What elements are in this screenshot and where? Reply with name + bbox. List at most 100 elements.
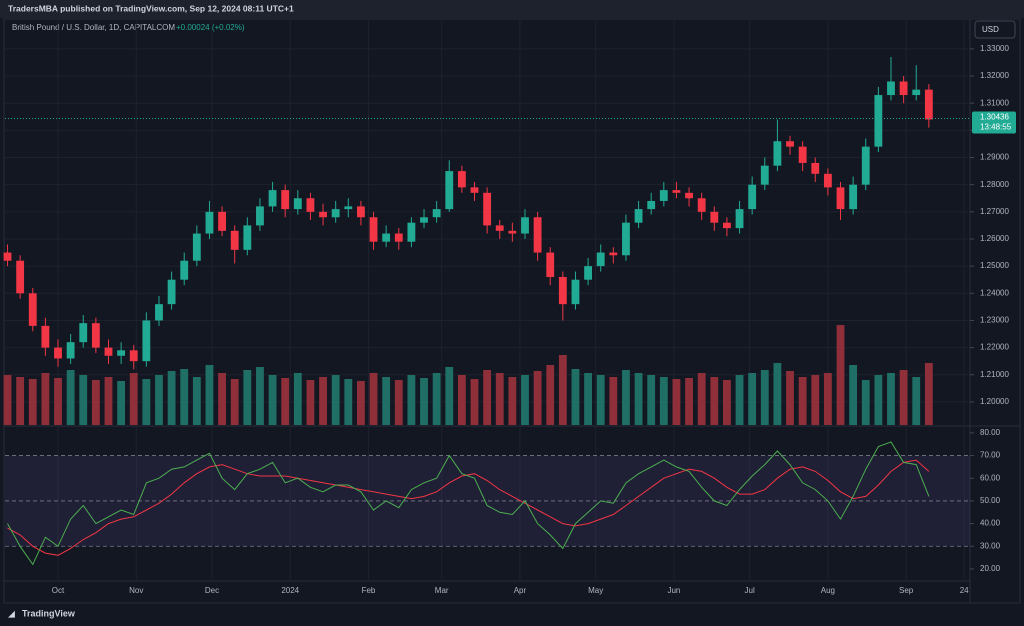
volume-bar xyxy=(887,373,895,425)
volume-bar xyxy=(924,363,933,425)
rsi-ma-line xyxy=(7,459,930,556)
candle-body xyxy=(899,81,908,96)
candle-body xyxy=(836,187,845,210)
y-tick-label: 1.23000 xyxy=(980,316,1009,325)
volume-bar xyxy=(218,373,226,425)
volume-bar xyxy=(293,373,302,425)
rsi-tick-label: 40.00 xyxy=(980,519,1001,528)
volume-bar xyxy=(533,371,542,425)
volume-bar xyxy=(155,375,163,425)
volume-bar xyxy=(445,367,454,425)
candle-body xyxy=(558,276,567,305)
volume-bar xyxy=(117,381,126,425)
candle-body xyxy=(117,350,126,356)
y-tick-label: 1.33000 xyxy=(980,44,1009,53)
volume-bar xyxy=(41,373,50,425)
volume-bar xyxy=(79,375,88,425)
volume-bar xyxy=(495,373,504,425)
volume-bar xyxy=(407,375,416,425)
volume-bar xyxy=(672,379,681,425)
volume-bar xyxy=(811,375,820,425)
volume-bar xyxy=(760,370,769,425)
candle-body xyxy=(546,252,555,277)
rsi-band xyxy=(5,455,970,547)
volume-bar xyxy=(230,379,239,425)
volume-bar xyxy=(685,378,693,425)
volume-bar xyxy=(571,369,580,425)
candle-body xyxy=(887,81,895,96)
candle-body xyxy=(369,217,378,242)
x-tick-label: Nov xyxy=(129,586,143,595)
y-tick-label: 1.31000 xyxy=(980,98,1009,107)
candle-body xyxy=(508,230,517,234)
candle-body xyxy=(281,190,290,210)
volume-bar xyxy=(369,373,378,425)
candle-body xyxy=(849,184,858,210)
publish-bar xyxy=(0,0,1024,18)
volume-bar xyxy=(382,377,391,425)
x-tick-label: Jun xyxy=(667,586,680,595)
volume-bar xyxy=(432,373,441,425)
x-tick-label: Mar xyxy=(435,586,449,595)
volume-bar xyxy=(798,377,807,425)
y-tick-label: 1.28000 xyxy=(980,180,1009,189)
volume-bar xyxy=(609,377,618,425)
candle-body xyxy=(344,206,353,210)
volume-bar xyxy=(874,375,883,425)
volume-bar xyxy=(723,380,731,425)
candle-body xyxy=(723,222,731,229)
candle-body xyxy=(533,217,542,253)
volume-bar xyxy=(823,373,832,425)
candle-body xyxy=(912,89,921,96)
candle-body xyxy=(445,171,454,210)
volume-bar xyxy=(659,377,668,425)
candle-body xyxy=(155,304,163,321)
volume-bar xyxy=(281,378,290,425)
candle-body xyxy=(41,325,50,348)
volume-bar xyxy=(268,375,277,425)
volume-bar xyxy=(3,375,12,425)
candle-body xyxy=(180,260,189,280)
candle-body xyxy=(256,206,264,226)
candle-body xyxy=(192,233,201,261)
volume-bar xyxy=(773,363,782,425)
candle-body xyxy=(230,230,239,250)
volume-bar xyxy=(192,377,201,425)
candle-body xyxy=(142,320,151,362)
candle-body xyxy=(3,252,12,261)
symbol-title: British Pound / U.S. Dollar, 1D, CAPITAL… xyxy=(12,23,175,32)
candle-body xyxy=(786,141,794,147)
candle-body xyxy=(205,211,214,234)
candle-body xyxy=(596,252,605,267)
candle-body xyxy=(483,192,492,226)
candle-body xyxy=(268,190,277,207)
currency-button[interactable] xyxy=(974,20,1016,39)
last-price-label: 1.30436 xyxy=(980,113,1009,122)
candle-body xyxy=(697,198,706,212)
candle-body xyxy=(54,347,62,359)
x-tick-label: Aug xyxy=(821,586,835,595)
rsi-tick-label: 60.00 xyxy=(980,473,1001,482)
volume-bar xyxy=(142,379,151,425)
brand: TradingView xyxy=(22,608,76,618)
candle-body xyxy=(457,171,466,188)
volume-bar xyxy=(243,370,252,425)
y-tick-label: 1.29000 xyxy=(980,153,1009,162)
publish-info: TradersMBA published on TradingView.com,… xyxy=(8,3,294,13)
candle-body xyxy=(167,279,176,305)
price-change: +0.00024 (+0.02%) xyxy=(176,23,245,32)
volume-bar xyxy=(470,379,479,425)
candle-body xyxy=(924,89,933,120)
volume-bar xyxy=(54,378,62,425)
volume-bar xyxy=(256,367,264,425)
candle-body xyxy=(331,209,340,218)
y-tick-label: 1.32000 xyxy=(980,71,1009,80)
candle-body xyxy=(659,190,668,201)
volume-bar xyxy=(66,370,75,425)
rsi-tick-label: 30.00 xyxy=(980,541,1001,550)
volume-bar xyxy=(420,378,428,425)
candle-body xyxy=(634,209,643,223)
candle-body xyxy=(760,165,769,185)
